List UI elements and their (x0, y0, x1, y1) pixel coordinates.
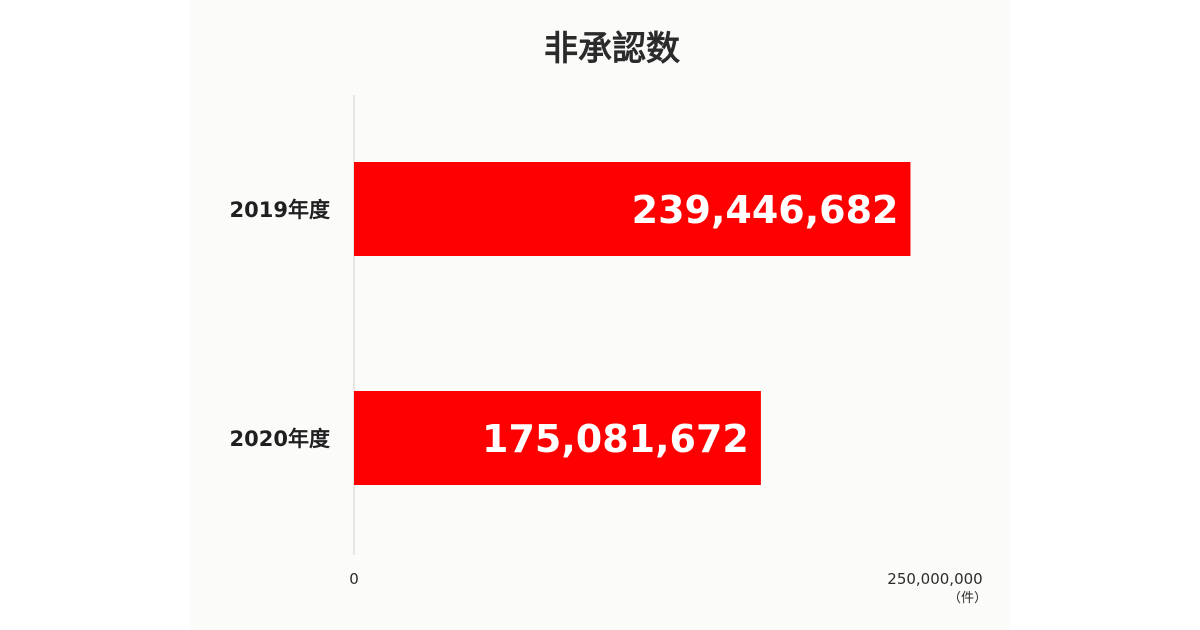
x-unit-label: （件） (948, 591, 987, 606)
x-tick-label-max: 250,000,000 (887, 570, 982, 588)
x-tick-label-min: 0 (349, 570, 359, 588)
bar-0 (354, 162, 911, 256)
chart-title: 非承認数 (544, 29, 680, 69)
bars-group: 2019年度 239,446,682 2020年度 175,081,672 (230, 162, 911, 485)
category-label-0: 2019年度 (230, 198, 330, 222)
value-label-1: 175,081,672 (482, 417, 749, 461)
value-label-0: 239,446,682 (632, 188, 899, 232)
chart-panel (190, 0, 1010, 630)
bar-1 (354, 391, 761, 485)
category-label-1: 2020年度 (230, 427, 330, 451)
